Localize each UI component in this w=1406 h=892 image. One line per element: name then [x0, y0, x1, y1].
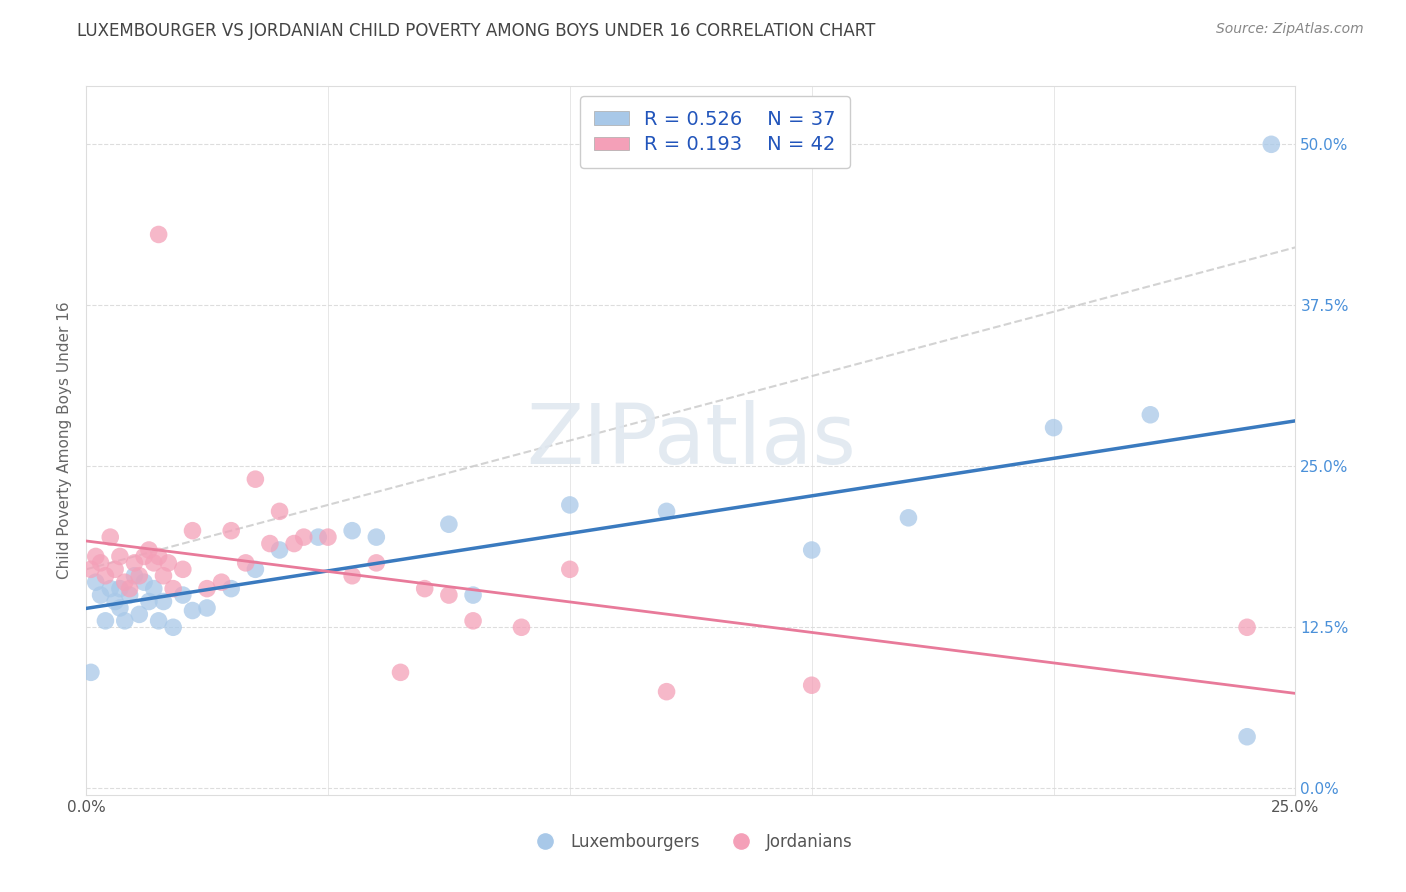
Point — [172, 562, 194, 576]
Point — [162, 582, 184, 596]
Text: LUXEMBOURGER VS JORDANIAN CHILD POVERTY AMONG BOYS UNDER 16 CORRELATION CHART: LUXEMBOURGER VS JORDANIAN CHILD POVERTY … — [77, 22, 876, 40]
Point — [437, 588, 460, 602]
Point — [104, 562, 127, 576]
Point — [172, 588, 194, 602]
Point — [94, 614, 117, 628]
Point — [235, 556, 257, 570]
Point — [84, 575, 107, 590]
Point — [148, 614, 170, 628]
Point — [1236, 730, 1258, 744]
Point — [292, 530, 315, 544]
Point — [134, 549, 156, 564]
Point — [98, 530, 121, 544]
Point — [142, 582, 165, 596]
Point — [195, 601, 218, 615]
Point — [108, 582, 131, 596]
Point — [94, 568, 117, 582]
Point — [104, 594, 127, 608]
Point — [413, 582, 436, 596]
Point — [283, 536, 305, 550]
Point — [340, 524, 363, 538]
Point — [124, 568, 146, 582]
Point — [128, 607, 150, 622]
Y-axis label: Child Poverty Among Boys Under 16: Child Poverty Among Boys Under 16 — [58, 301, 72, 579]
Point — [114, 614, 136, 628]
Point — [800, 543, 823, 558]
Point — [138, 543, 160, 558]
Point — [152, 568, 174, 582]
Point — [134, 575, 156, 590]
Point — [245, 472, 267, 486]
Point — [152, 594, 174, 608]
Point — [211, 575, 233, 590]
Text: ZIPatlas: ZIPatlas — [526, 400, 856, 481]
Point — [114, 575, 136, 590]
Point — [245, 562, 267, 576]
Point — [655, 504, 678, 518]
Point — [389, 665, 412, 680]
Point — [307, 530, 329, 544]
Text: Source: ZipAtlas.com: Source: ZipAtlas.com — [1216, 22, 1364, 37]
Point — [84, 549, 107, 564]
Point — [316, 530, 339, 544]
Point — [90, 556, 112, 570]
Point — [138, 594, 160, 608]
Point — [128, 568, 150, 582]
Point — [219, 582, 242, 596]
Point — [118, 588, 141, 602]
Point — [800, 678, 823, 692]
Point — [80, 562, 103, 576]
Point — [157, 556, 180, 570]
Point — [1042, 420, 1064, 434]
Point — [118, 582, 141, 596]
Point — [437, 517, 460, 532]
Point — [340, 568, 363, 582]
Point — [195, 582, 218, 596]
Point — [148, 549, 170, 564]
Point — [269, 543, 291, 558]
Point — [162, 620, 184, 634]
Point — [90, 588, 112, 602]
Point — [219, 524, 242, 538]
Point — [124, 556, 146, 570]
Point — [181, 603, 204, 617]
Point — [80, 665, 103, 680]
Point — [558, 562, 581, 576]
Point — [148, 227, 170, 242]
Point — [269, 504, 291, 518]
Point — [98, 582, 121, 596]
Point — [1139, 408, 1161, 422]
Point — [655, 684, 678, 698]
Point — [366, 530, 388, 544]
Point — [142, 556, 165, 570]
Point — [1236, 620, 1258, 634]
Point — [461, 588, 484, 602]
Point — [461, 614, 484, 628]
Point — [897, 510, 920, 524]
Point — [558, 498, 581, 512]
Point — [366, 556, 388, 570]
Point — [510, 620, 533, 634]
Legend: R = 0.526    N = 37, R = 0.193    N = 42: R = 0.526 N = 37, R = 0.193 N = 42 — [581, 96, 849, 168]
Point — [108, 601, 131, 615]
Point — [259, 536, 281, 550]
Point — [181, 524, 204, 538]
Point — [108, 549, 131, 564]
Point — [1260, 137, 1282, 152]
